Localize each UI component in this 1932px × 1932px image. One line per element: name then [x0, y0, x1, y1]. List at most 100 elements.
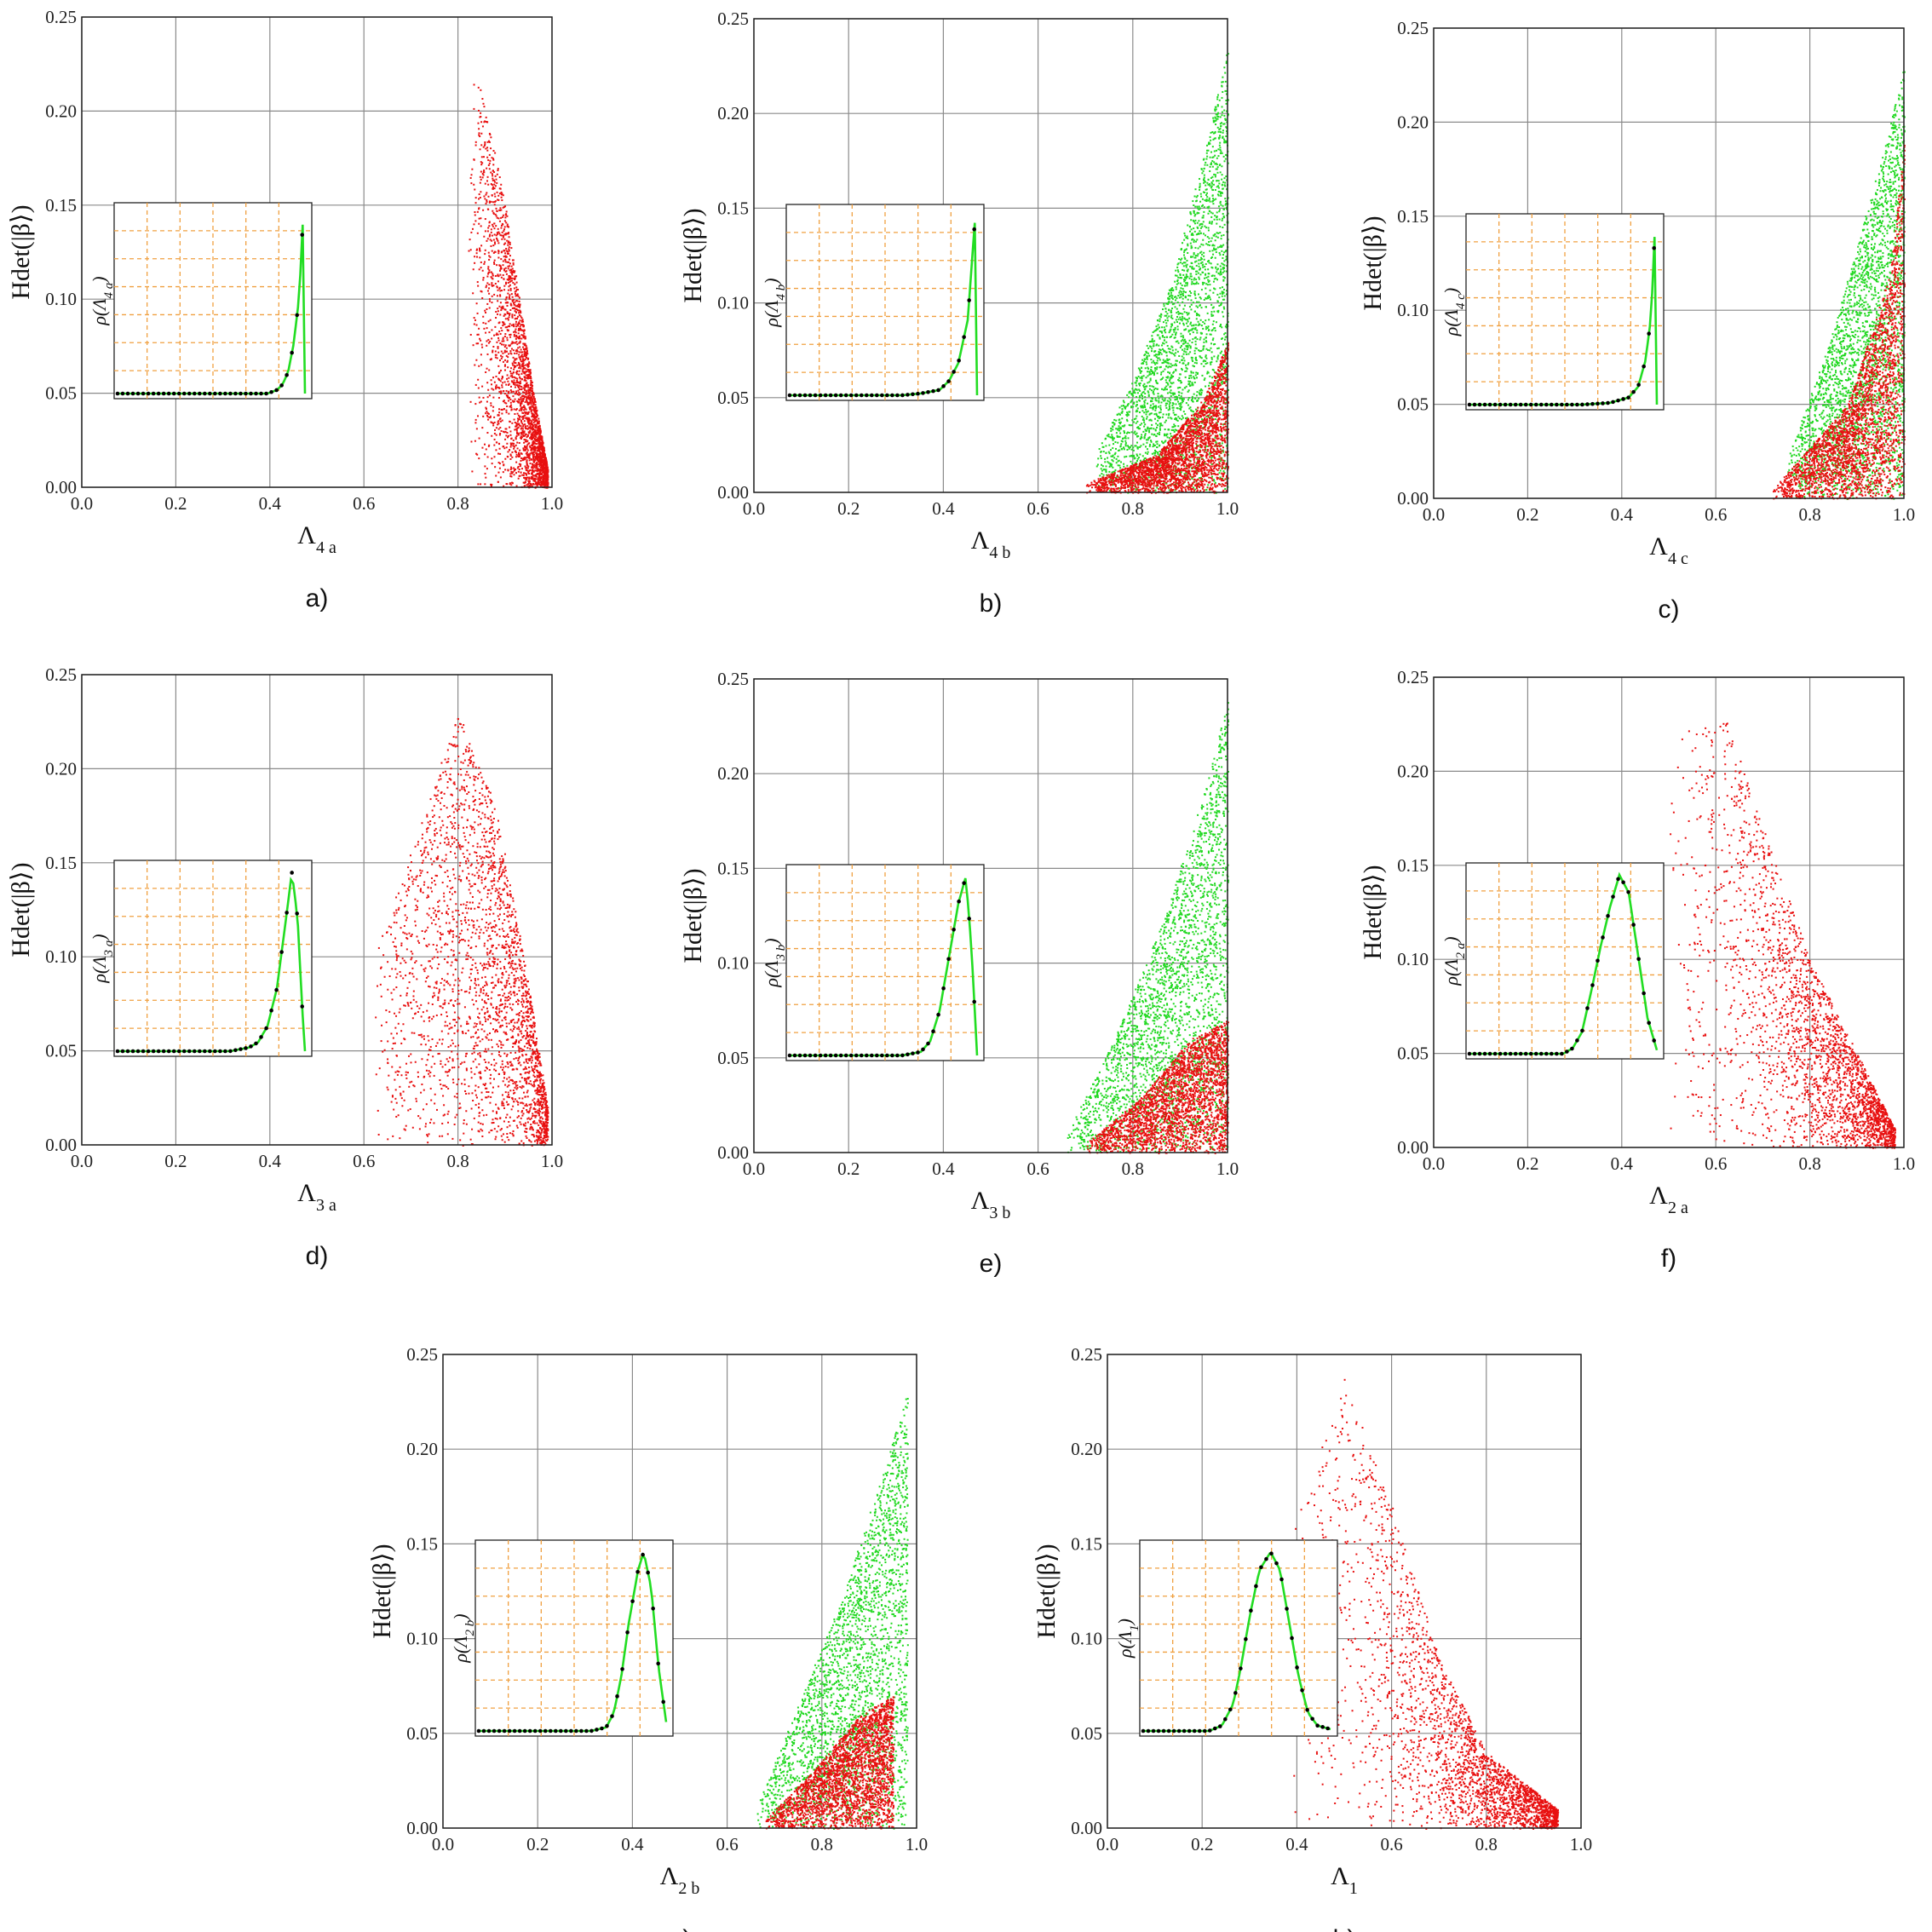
- scatter-point: [518, 452, 520, 454]
- scatter-point: [1177, 271, 1179, 273]
- scatter-point: [1195, 343, 1197, 345]
- scatter-point: [510, 386, 512, 388]
- scatter-point: [1182, 308, 1184, 310]
- scatter-point: [495, 275, 497, 277]
- scatter-point: [1218, 138, 1220, 140]
- scatter-point: [522, 388, 524, 389]
- scatter-point: [1157, 382, 1159, 384]
- scatter-point: [1208, 238, 1210, 239]
- scatter-point: [480, 171, 482, 173]
- scatter-point: [1196, 239, 1198, 240]
- scatter-point: [1194, 362, 1196, 364]
- scatter-point: [1136, 405, 1137, 407]
- scatter-point: [1210, 334, 1212, 336]
- scatter-point: [532, 388, 533, 389]
- scatter-point: [1218, 131, 1220, 133]
- scatter-point: [1182, 349, 1183, 351]
- scatter-point: [497, 280, 499, 282]
- scatter-point: [1133, 455, 1135, 457]
- scatter-point: [526, 434, 527, 435]
- scatter-point: [1164, 422, 1166, 423]
- scatter-point: [1201, 307, 1203, 308]
- scatter-point: [482, 416, 484, 417]
- scatter-point: [1179, 417, 1181, 419]
- scatter-point: [1151, 366, 1153, 368]
- scatter-point: [1189, 226, 1191, 227]
- scatter-point: [1147, 411, 1149, 412]
- scatter-point: [499, 468, 501, 469]
- scatter-point: [515, 290, 517, 292]
- scatter-point: [1190, 292, 1192, 294]
- density-point: [279, 383, 284, 388]
- scatter-point: [1118, 413, 1120, 415]
- scatter-point: [1143, 360, 1145, 362]
- scatter-point: [535, 474, 537, 476]
- scatter-point: [1163, 413, 1164, 415]
- scatter-point: [480, 244, 482, 246]
- scatter-point: [1124, 401, 1125, 403]
- scatter-point: [504, 324, 506, 325]
- scatter-point: [1151, 350, 1153, 352]
- scatter-point: [475, 197, 477, 198]
- scatter-point: [1198, 277, 1199, 279]
- scatter-point: [1130, 446, 1131, 448]
- scatter-point: [1204, 177, 1205, 179]
- scatter-point: [1150, 369, 1152, 371]
- scatter-point: [541, 482, 543, 484]
- scatter-point: [501, 225, 503, 227]
- scatter-point: [522, 391, 524, 393]
- scatter-point: [486, 468, 488, 469]
- scatter-point: [1180, 333, 1182, 335]
- scatter-point: [483, 263, 485, 265]
- scatter-point: [479, 218, 480, 220]
- scatter-point: [520, 326, 521, 328]
- scatter-point: [1141, 376, 1142, 377]
- scatter-point: [545, 465, 547, 467]
- scatter-point: [531, 420, 532, 422]
- scatter-point: [1174, 418, 1176, 420]
- scatter-point: [520, 475, 521, 477]
- scatter-point: [1212, 307, 1214, 308]
- scatter-point: [511, 423, 513, 424]
- scatter-point: [505, 384, 507, 386]
- scatter-point: [1147, 453, 1148, 455]
- scatter-point: [514, 302, 515, 303]
- scatter-point: [1166, 336, 1168, 338]
- scatter-point: [499, 270, 501, 272]
- scatter-point: [507, 366, 509, 368]
- scatter-point: [1171, 407, 1173, 409]
- scatter-point: [1204, 266, 1205, 267]
- scatter-point: [519, 442, 520, 444]
- scatter-point: [519, 410, 520, 411]
- scatter-point: [1197, 253, 1199, 255]
- scatter-point: [527, 465, 529, 467]
- scatter-point: [1151, 348, 1153, 349]
- scatter-point: [478, 132, 480, 134]
- scatter-point: [1153, 343, 1154, 345]
- scatter-point: [494, 201, 496, 203]
- scatter-point: [1206, 196, 1208, 198]
- scatter-point: [509, 336, 511, 338]
- scatter-point: [1203, 346, 1205, 348]
- scatter-point: [1167, 400, 1169, 402]
- scatter-point: [1155, 380, 1157, 382]
- scatter-point: [499, 221, 501, 222]
- scatter-point: [538, 449, 540, 451]
- scatter-point: [492, 410, 494, 411]
- density-point: [152, 392, 156, 396]
- scatter-point: [1210, 262, 1212, 264]
- scatter-point: [492, 170, 494, 171]
- scatter-point: [515, 308, 517, 310]
- scatter-point: [1210, 457, 1212, 459]
- scatter-point: [500, 370, 502, 371]
- scatter-point: [515, 329, 516, 331]
- scatter-point: [523, 482, 525, 484]
- scatter-point: [1209, 382, 1210, 384]
- density-point: [285, 373, 289, 377]
- scatter-point: [1208, 407, 1210, 409]
- scatter-point: [487, 230, 489, 232]
- scatter-point: [1216, 164, 1218, 165]
- scatter-point: [471, 470, 473, 472]
- scatter-point: [499, 176, 501, 178]
- scatter-point: [1139, 446, 1141, 448]
